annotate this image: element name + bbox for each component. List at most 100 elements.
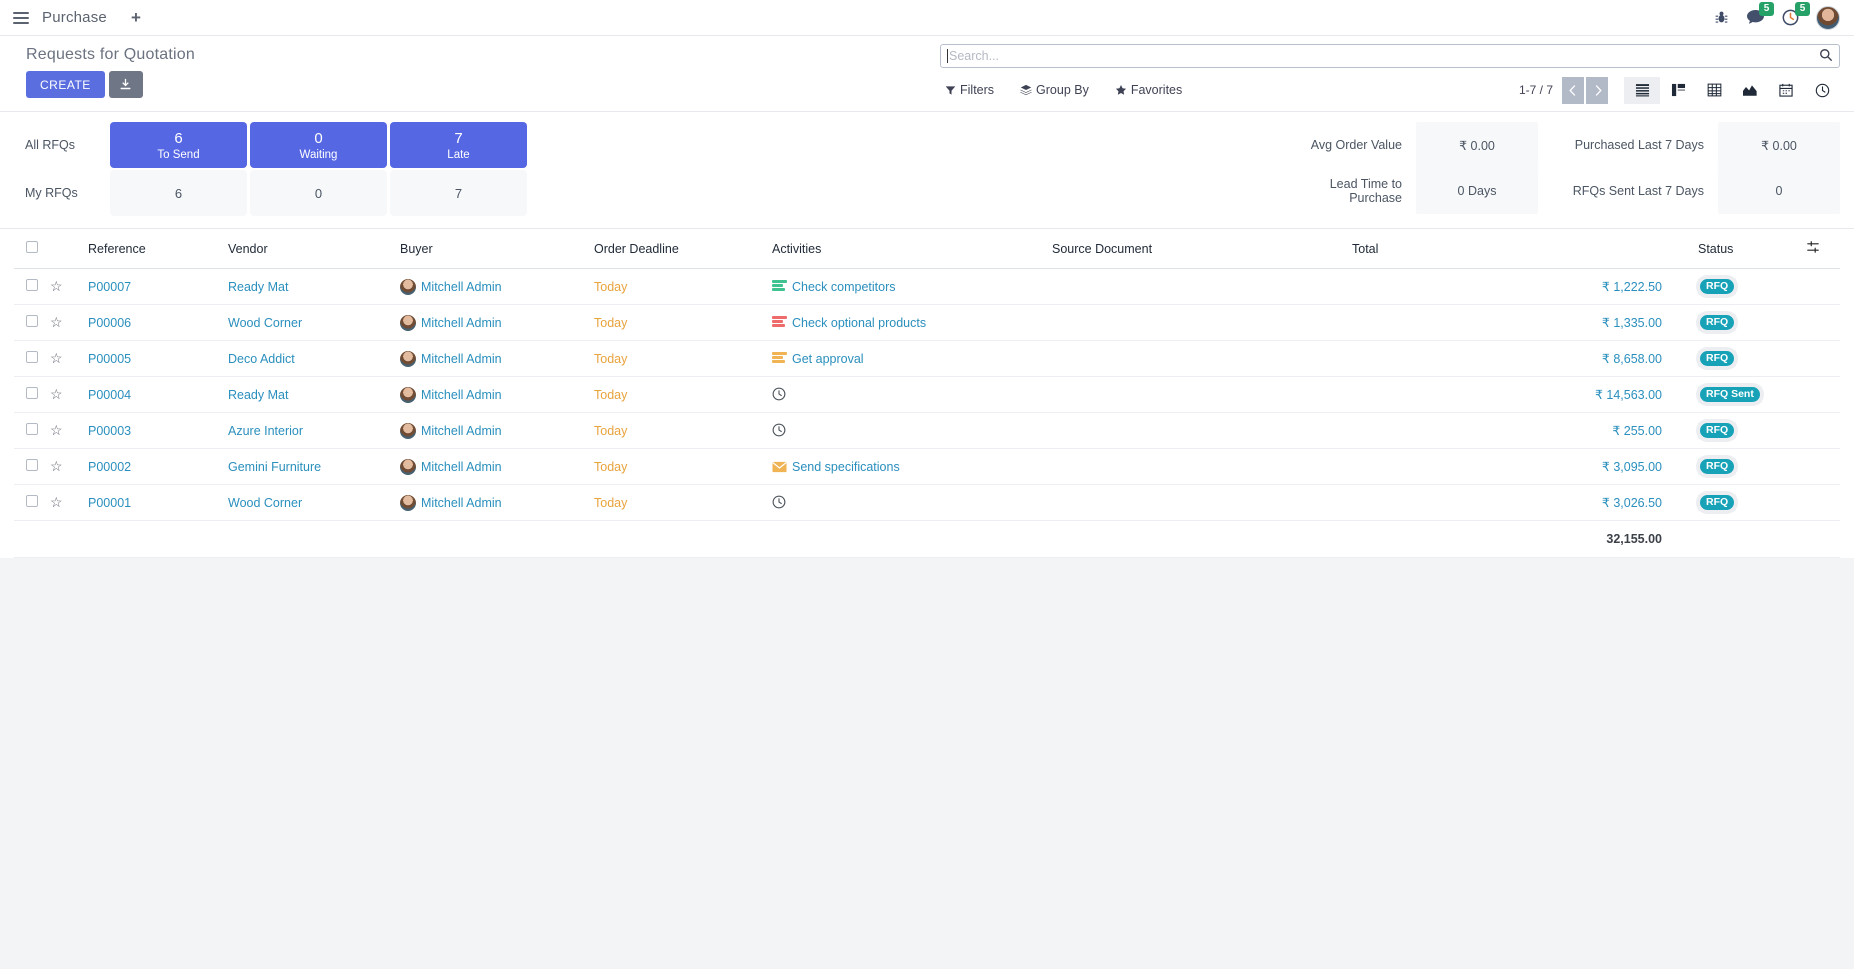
kpi-my-waiting[interactable]: 0 [250,170,387,216]
column-header-vendor[interactable]: Vendor [228,229,400,269]
stat-value-rfqs-sent-last-7-days[interactable]: 0 [1718,168,1840,214]
buyer-name[interactable]: Mitchell Admin [421,459,502,474]
activity-label[interactable]: Check optional products [792,315,927,330]
cell-order-deadline[interactable]: Today [594,448,772,485]
vendor-link[interactable]: Azure Interior [228,423,304,438]
favorite-star-icon[interactable]: ☆ [50,494,63,510]
group-by-dropdown[interactable]: Group By [1020,83,1089,97]
kpi-late[interactable]: 7 Late [390,122,527,168]
cell-activities[interactable] [772,484,1052,521]
cell-activities[interactable]: Get approval [772,340,1052,377]
buyer-name[interactable]: Mitchell Admin [421,423,502,438]
buyer-name[interactable]: Mitchell Admin [421,495,502,510]
vendor-link[interactable]: Gemini Furniture [228,459,322,474]
reference-link[interactable]: P00005 [88,351,132,366]
clock-icon[interactable] [772,387,786,403]
column-header-reference[interactable]: Reference [88,229,228,269]
reference-link[interactable]: P00002 [88,459,132,474]
filters-dropdown[interactable]: Filters [945,83,994,97]
column-header-buyer[interactable]: Buyer [400,229,594,269]
cell-reference[interactable]: P00005 [88,340,228,377]
cell-order-deadline[interactable]: Today [594,484,772,521]
favorite-star-icon[interactable]: ☆ [50,314,63,330]
activity-label[interactable]: Get approval [792,351,864,366]
table-row[interactable]: ☆ P00006 Wood Corner Mitchell Admin Toda… [14,304,1840,341]
favorites-dropdown[interactable]: Favorites [1115,83,1182,97]
stat-value-purchased-last-7-days[interactable]: ₹ 0.00 [1718,122,1840,168]
table-row[interactable]: ☆ P00007 Ready Mat Mitchell Admin Today … [14,268,1840,305]
pager-previous-button[interactable] [1562,76,1584,104]
cell-order-deadline[interactable]: Today [594,412,772,449]
favorite-star-icon[interactable]: ☆ [50,422,63,438]
cell-buyer[interactable]: Mitchell Admin [400,376,594,413]
stat-value-avg-order-value[interactable]: ₹ 0.00 [1416,122,1538,168]
cell-activities[interactable]: Check competitors [772,268,1052,305]
cell-vendor[interactable]: Ready Mat [228,268,400,305]
cell-vendor[interactable]: Gemini Furniture [228,448,400,485]
cell-buyer[interactable]: Mitchell Admin [400,412,594,449]
cell-vendor[interactable]: Ready Mat [228,376,400,413]
reference-link[interactable]: P00006 [88,315,132,330]
kpi-waiting[interactable]: 0 Waiting [250,122,387,168]
buyer-name[interactable]: Mitchell Admin [421,387,502,402]
table-row[interactable]: ☆ P00001 Wood Corner Mitchell Admin Toda… [14,484,1840,521]
kpi-to-send[interactable]: 6 To Send [110,122,247,168]
cell-order-deadline[interactable]: Today [594,376,772,413]
column-options-icon[interactable] [1806,241,1820,257]
cell-buyer[interactable]: Mitchell Admin [400,340,594,377]
vendor-link[interactable]: Ready Mat [228,387,289,402]
table-row[interactable]: ☆ P00004 Ready Mat Mitchell Admin Today [14,376,1840,413]
row-checkbox[interactable] [26,387,38,399]
view-button-activity[interactable] [1804,77,1840,104]
cell-vendor[interactable]: Wood Corner [228,304,400,341]
vendor-link[interactable]: Wood Corner [228,495,303,510]
kpi-my-late[interactable]: 7 [390,170,527,216]
reference-link[interactable]: P00001 [88,495,132,510]
table-row[interactable]: ☆ P00005 Deco Addict Mitchell Admin Toda… [14,340,1840,377]
reference-link[interactable]: P00007 [88,279,132,294]
messages-counter[interactable]: 5 [1746,2,1774,26]
column-header-source-document[interactable]: Source Document [1052,229,1352,269]
row-checkbox[interactable] [26,459,38,471]
cell-activities[interactable]: Send specifications [772,448,1052,485]
table-row[interactable]: ☆ P00003 Azure Interior Mitchell Admin T… [14,412,1840,449]
create-button[interactable]: CREATE [26,71,105,98]
activity-label[interactable]: Send specifications [792,459,900,474]
clock-icon[interactable] [772,423,786,439]
buyer-name[interactable]: Mitchell Admin [421,315,502,330]
cell-reference[interactable]: P00003 [88,412,228,449]
cell-buyer[interactable]: Mitchell Admin [400,448,594,485]
column-header-status[interactable]: Status [1688,229,1806,269]
cell-vendor[interactable]: Wood Corner [228,484,400,521]
clock-icon[interactable] [772,495,786,511]
cell-order-deadline[interactable]: Today [594,304,772,341]
stat-value-lead-time-to-purchase[interactable]: 0 Days [1416,168,1538,214]
import-records-button[interactable] [108,71,143,98]
cell-vendor[interactable]: Deco Addict [228,340,400,377]
cell-buyer[interactable]: Mitchell Admin [400,304,594,341]
activities-counter[interactable]: 5 [1782,2,1810,26]
column-header-activities[interactable]: Activities [772,229,1052,269]
row-checkbox[interactable] [26,315,38,327]
view-button-calendar[interactable] [1768,77,1804,104]
row-checkbox[interactable] [26,351,38,363]
app-brand-purchase[interactable]: Purchase [42,9,107,26]
buyer-name[interactable]: Mitchell Admin [421,279,502,294]
buyer-name[interactable]: Mitchell Admin [421,351,502,366]
cell-buyer[interactable]: Mitchell Admin [400,484,594,521]
row-checkbox[interactable] [26,279,38,291]
cell-buyer[interactable]: Mitchell Admin [400,268,594,305]
view-button-list[interactable] [1624,76,1660,104]
cell-vendor[interactable]: Azure Interior [228,412,400,449]
vendor-link[interactable]: Deco Addict [228,351,295,366]
hamburger-menu-icon[interactable] [10,7,32,29]
user-avatar[interactable] [1816,5,1840,30]
bug-icon[interactable] [1714,10,1729,25]
favorite-star-icon[interactable]: ☆ [50,458,63,474]
vendor-link[interactable]: Wood Corner [228,315,303,330]
cell-activities[interactable] [772,376,1052,413]
search-icon[interactable] [1819,48,1833,65]
column-header-total[interactable]: Total [1352,229,1688,269]
view-button-pivot[interactable] [1696,77,1732,104]
activity-label[interactable]: Check competitors [792,279,896,294]
